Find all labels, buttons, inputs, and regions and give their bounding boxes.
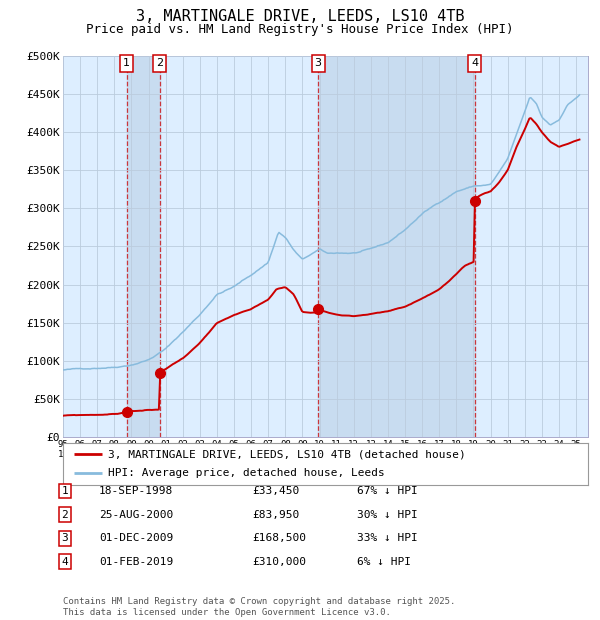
Text: 67% ↓ HPI: 67% ↓ HPI	[357, 486, 418, 496]
Text: 33% ↓ HPI: 33% ↓ HPI	[357, 533, 418, 543]
Text: 01-DEC-2009: 01-DEC-2009	[99, 533, 173, 543]
Text: 3, MARTINGALE DRIVE, LEEDS, LS10 4TB (detached house): 3, MARTINGALE DRIVE, LEEDS, LS10 4TB (de…	[107, 449, 466, 459]
Text: 30% ↓ HPI: 30% ↓ HPI	[357, 510, 418, 520]
Text: 3: 3	[61, 533, 68, 543]
Text: 1: 1	[61, 486, 68, 496]
Text: 6% ↓ HPI: 6% ↓ HPI	[357, 557, 411, 567]
Text: £168,500: £168,500	[252, 533, 306, 543]
Text: 4: 4	[471, 58, 478, 68]
Bar	[127, 56, 160, 437]
Bar	[318, 56, 475, 437]
Text: £33,450: £33,450	[252, 486, 299, 496]
Text: Contains HM Land Registry data © Crown copyright and database right 2025.
This d: Contains HM Land Registry data © Crown c…	[63, 598, 455, 617]
Text: Price paid vs. HM Land Registry's House Price Index (HPI): Price paid vs. HM Land Registry's House …	[86, 23, 514, 36]
Text: HPI: Average price, detached house, Leeds: HPI: Average price, detached house, Leed…	[107, 469, 385, 479]
Text: 3: 3	[314, 58, 322, 68]
Text: 4: 4	[61, 557, 68, 567]
Text: £83,950: £83,950	[252, 510, 299, 520]
Text: 1: 1	[123, 58, 130, 68]
Text: £310,000: £310,000	[252, 557, 306, 567]
Text: 2: 2	[61, 510, 68, 520]
Text: 2: 2	[156, 58, 163, 68]
Text: 01-FEB-2019: 01-FEB-2019	[99, 557, 173, 567]
Text: 25-AUG-2000: 25-AUG-2000	[99, 510, 173, 520]
Text: 3, MARTINGALE DRIVE, LEEDS, LS10 4TB: 3, MARTINGALE DRIVE, LEEDS, LS10 4TB	[136, 9, 464, 24]
Text: 18-SEP-1998: 18-SEP-1998	[99, 486, 173, 496]
